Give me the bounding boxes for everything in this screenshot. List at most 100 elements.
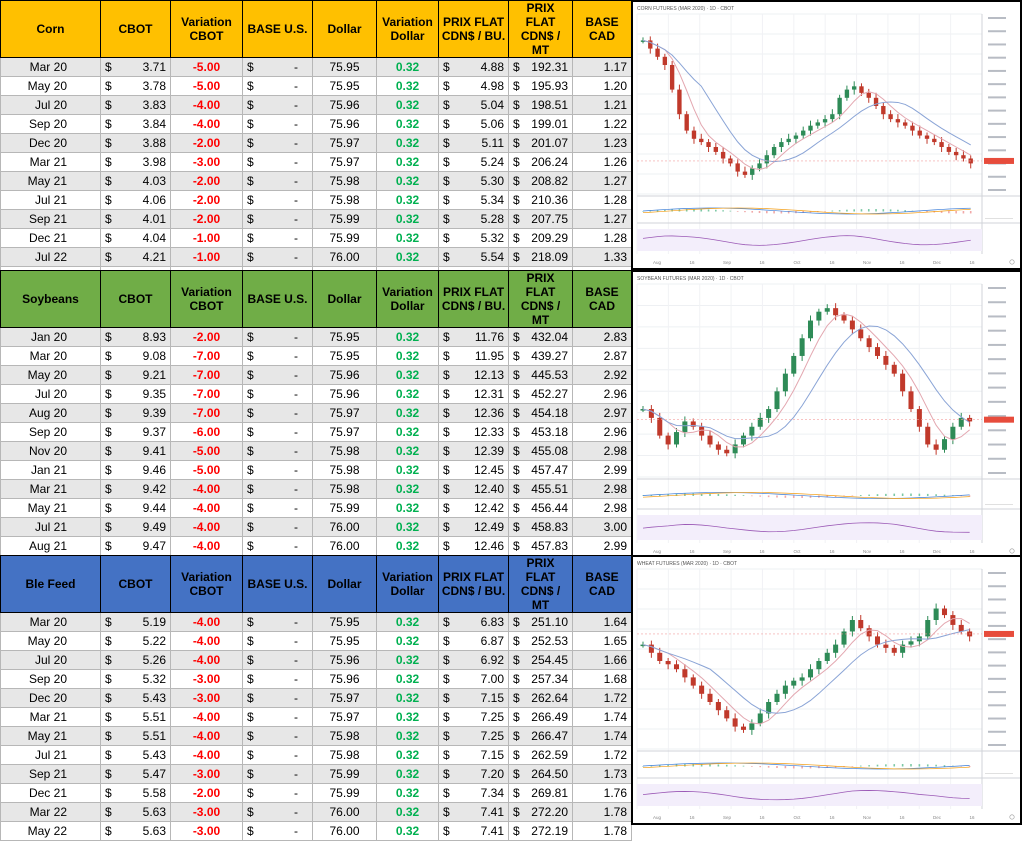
dollar-rate: 75.97 bbox=[312, 403, 377, 423]
x-axis-tick: Aug bbox=[653, 260, 662, 265]
macd-bar bbox=[853, 209, 855, 212]
macd-bar bbox=[969, 211, 972, 214]
flat-price-bu: 12.42 bbox=[473, 501, 504, 515]
contract-month: Sep 20 bbox=[28, 672, 67, 686]
dollar-variation: 0.32 bbox=[376, 460, 439, 480]
currency-symbol: $ bbox=[513, 805, 520, 819]
currency-symbol: $ bbox=[105, 406, 112, 420]
x-axis-tick: Nov bbox=[863, 549, 872, 554]
flat-price-mt: 257.34 bbox=[531, 672, 568, 686]
cbot-price: 9.35 bbox=[142, 387, 166, 401]
flat-price-mt: 456.44 bbox=[531, 501, 568, 515]
table-row: Aug 21 $9.47 -4.00 $ -76.00 0.32 $12.46 $457.83… bbox=[0, 536, 632, 556]
table-row: Mar 20 $9.08 -7.00 $ -75.95 0.32 $11.95 $439.27… bbox=[0, 346, 632, 366]
macd-bar bbox=[885, 493, 887, 496]
macd-bar bbox=[824, 211, 826, 212]
dollar-variation: 0.32 bbox=[376, 821, 439, 841]
currency-symbol: $ bbox=[247, 615, 254, 629]
dollar-rate: 75.97 bbox=[312, 707, 377, 727]
candle-body bbox=[782, 373, 788, 392]
contract-month: Dec 21 bbox=[28, 231, 67, 245]
flat-price-bu: 7.15 bbox=[480, 748, 504, 762]
base-us: - bbox=[294, 672, 298, 686]
column-header: PRIX FLAT CDN$ / BU. bbox=[438, 555, 509, 613]
candlestick-chart[interactable]: CORN FUTURES (MAR 2020) · 1D · CBOT Aug 16… bbox=[633, 2, 1020, 268]
dollar-rate: 75.99 bbox=[312, 498, 377, 518]
rsi-line bbox=[642, 235, 971, 246]
macd-bar bbox=[692, 764, 695, 767]
flat-price-bu: 7.25 bbox=[480, 710, 504, 724]
flat-price-mt: 209.29 bbox=[531, 231, 568, 245]
price-tick-label bbox=[988, 651, 1006, 654]
macd-bar bbox=[717, 764, 720, 767]
currency-symbol: $ bbox=[247, 729, 254, 743]
currency-symbol: $ bbox=[443, 653, 450, 667]
base-cad: 1.66 bbox=[572, 650, 632, 670]
candle-body bbox=[740, 435, 747, 445]
candlestick-chart[interactable]: SOYBEAN FUTURES (MAR 2020) · 1D · CBOT Au… bbox=[633, 272, 1020, 557]
base-us: - bbox=[294, 117, 298, 131]
dollar-rate: 75.99 bbox=[312, 783, 377, 803]
candle-body bbox=[844, 89, 850, 98]
flat-price-mt: 210.36 bbox=[531, 193, 568, 207]
dollar-rate: 75.96 bbox=[312, 114, 377, 134]
currency-symbol: $ bbox=[443, 212, 450, 226]
macd-bar bbox=[948, 211, 950, 214]
price-tick-label bbox=[988, 677, 1006, 680]
candle-body bbox=[895, 119, 901, 123]
x-axis-tick: Sep bbox=[723, 815, 732, 820]
candle-body bbox=[833, 644, 839, 653]
currency-symbol: $ bbox=[247, 463, 254, 477]
base-cad: 1.28 bbox=[572, 228, 632, 248]
flat-price-mt: 252.53 bbox=[531, 634, 568, 648]
dollar-variation: 0.32 bbox=[376, 517, 439, 537]
cbot-price: 8.93 bbox=[142, 330, 166, 344]
candle-body bbox=[824, 308, 830, 312]
dollar-rate: 75.95 bbox=[312, 346, 377, 366]
dollar-rate: 75.99 bbox=[312, 764, 377, 784]
macd-bar bbox=[667, 764, 669, 767]
macd-bar bbox=[734, 494, 736, 496]
column-header: Variation CBOT bbox=[170, 555, 243, 613]
candle-body bbox=[648, 40, 653, 49]
candle-body bbox=[699, 685, 705, 694]
candlestick-chart[interactable]: WHEAT FUTURES (MAR 2020) · 1D · CBOT Aug 1… bbox=[633, 557, 1020, 823]
dollar-variation: 0.32 bbox=[376, 346, 439, 366]
currency-symbol: $ bbox=[105, 250, 112, 264]
macd-bar bbox=[960, 495, 963, 497]
candle-body bbox=[874, 347, 881, 356]
cbot-variation: -2.00 bbox=[170, 327, 243, 347]
macd-bar bbox=[851, 766, 854, 767]
candle-body bbox=[837, 97, 842, 115]
macd-bar bbox=[709, 493, 711, 496]
currency-symbol: $ bbox=[443, 615, 450, 629]
flat-price-bu: 6.83 bbox=[480, 615, 504, 629]
base-us: - bbox=[294, 330, 298, 344]
flat-price-mt: 201.07 bbox=[531, 136, 568, 150]
dollar-variation: 0.32 bbox=[376, 650, 439, 670]
currency-symbol: $ bbox=[105, 710, 112, 724]
candle-body bbox=[724, 710, 730, 719]
flat-price-bu: 7.20 bbox=[480, 767, 504, 781]
dollar-rate: 75.97 bbox=[312, 422, 377, 442]
currency-symbol: $ bbox=[513, 117, 520, 131]
chart-title: SOYBEAN FUTURES (MAR 2020) · 1D · CBOT bbox=[637, 276, 744, 282]
candle-body bbox=[640, 644, 646, 647]
price-tick-label bbox=[988, 704, 1006, 707]
column-header: BASE CAD bbox=[572, 0, 632, 58]
soy-futures-chart[interactable]: SOYBEAN FUTURES (MAR 2020) · 1D · CBOT Au… bbox=[631, 270, 1022, 559]
flat-price-bu: 5.28 bbox=[480, 212, 504, 226]
base-us: - bbox=[294, 98, 298, 112]
candle-body bbox=[682, 669, 688, 678]
flat-price-mt: 269.81 bbox=[531, 786, 568, 800]
column-header: Variation Dollar bbox=[376, 555, 439, 613]
corn-futures-chart[interactable]: CORN FUTURES (MAR 2020) · 1D · CBOT Aug 16… bbox=[631, 0, 1022, 270]
flat-price-bu: 7.34 bbox=[480, 786, 504, 800]
dollar-rate: 75.97 bbox=[312, 152, 377, 172]
candle-body bbox=[816, 661, 822, 670]
currency-symbol: $ bbox=[247, 98, 254, 112]
contract-month: Jul 20 bbox=[34, 653, 67, 667]
table-row: Mar 21 $5.51 -4.00 $ -75.97 0.32 $7.25 $266.49 1… bbox=[0, 707, 632, 727]
wheat-futures-chart[interactable]: WHEAT FUTURES (MAR 2020) · 1D · CBOT Aug 1… bbox=[631, 555, 1022, 825]
currency-symbol: $ bbox=[105, 767, 112, 781]
